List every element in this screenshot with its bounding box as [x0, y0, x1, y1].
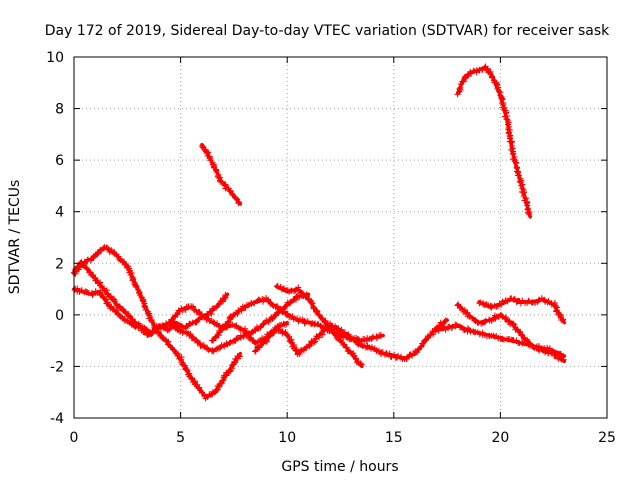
x-tick-label: 15 [385, 430, 403, 446]
chart-title: Day 172 of 2019, Sidereal Day-to-day VTE… [45, 23, 610, 39]
series-arc-12 [454, 63, 533, 219]
y-tick-label: -2 [50, 359, 64, 375]
data-point-markers [274, 283, 365, 368]
series-arc-4 [167, 291, 311, 355]
data-point-markers [454, 301, 567, 363]
y-tick-label: 2 [55, 256, 64, 272]
y-tick-label: 8 [55, 102, 64, 118]
y-tick-label: 0 [55, 308, 64, 324]
data-point-markers [199, 143, 242, 207]
data-point-markers [167, 291, 310, 355]
series-arc-3 [71, 259, 290, 346]
plot-frame [73, 56, 608, 419]
series-arc-6 [274, 283, 365, 369]
y-tick-label: 6 [55, 153, 64, 169]
series-arc-11 [476, 295, 567, 325]
series-arc-8 [199, 142, 243, 207]
data-point-markers [208, 295, 384, 344]
x-axis-label: GPS time / hours [281, 459, 398, 475]
ticks: 0 5 10 15 20 25 -4 -2 0 2 4 6 8 10 [46, 50, 616, 446]
data-point-markers [252, 317, 449, 363]
data-layer [71, 63, 567, 402]
data-point-markers [476, 295, 567, 323]
x-tick-label: 25 [598, 430, 616, 446]
y-axis-label: SDTVAR / TECUs [7, 180, 23, 295]
x-tick-label: 5 [176, 430, 185, 446]
series-arc-10 [454, 301, 567, 364]
y-tick-label: 4 [55, 205, 64, 221]
series-arc-7 [252, 317, 449, 363]
x-tick-label: 0 [70, 430, 79, 446]
y-tick-label: -4 [50, 411, 64, 427]
grid [74, 57, 607, 418]
y-tick-label: 10 [46, 50, 64, 66]
x-tick-label: 10 [278, 430, 296, 446]
data-point-markers [454, 63, 533, 218]
x-tick-label: 20 [491, 430, 509, 446]
